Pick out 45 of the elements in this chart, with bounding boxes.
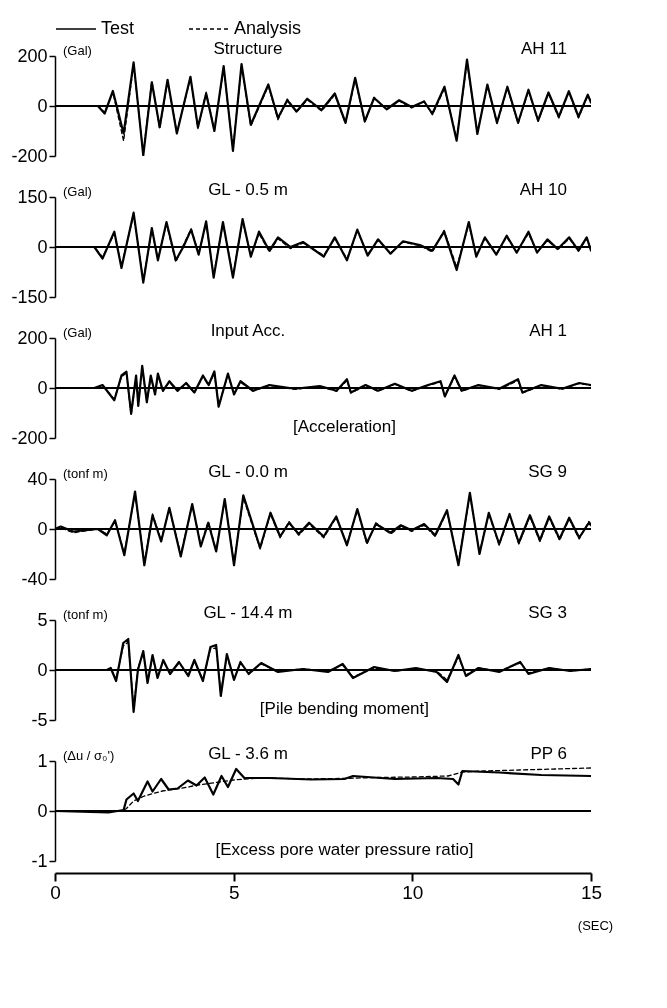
y-tick-label: 150 — [17, 186, 48, 207]
y-tick-label: 0 — [37, 659, 48, 680]
y-axis-title: (tonf m) — [63, 466, 108, 481]
y-axis-title: (tonf m) — [63, 607, 108, 622]
chart-subtitle: AH 10 — [519, 180, 567, 199]
chart-subtitle: SG 3 — [528, 603, 567, 622]
chart-subtitle: PP 6 — [530, 744, 567, 763]
chart-subtitle: SG 9 — [528, 462, 567, 481]
y-tick-label: 40 — [27, 468, 48, 489]
y-tick-label: -5 — [31, 709, 48, 730]
x-tick-label: 15 — [580, 881, 603, 903]
chart-title: GL - 14.4 m — [203, 603, 293, 622]
y-tick-label: -40 — [21, 568, 48, 589]
y-axis-title: (Gal) — [63, 43, 92, 58]
x-tick-label: 10 — [402, 881, 424, 903]
y-tick-label: 0 — [37, 518, 48, 539]
y-tick-label: 0 — [37, 377, 48, 398]
y-axis-title: (Gal) — [63, 325, 92, 340]
y-axis-title: (Gal) — [63, 184, 92, 199]
y-tick-label: 0 — [37, 800, 48, 821]
chart-title: GL - 3.6 m — [208, 744, 288, 763]
y-tick-label: 1 — [37, 750, 48, 771]
y-tick-label: 200 — [17, 327, 48, 348]
y-tick-label: -200 — [11, 427, 48, 448]
y-tick-label: -150 — [11, 286, 48, 307]
chart-subtitle: AH 1 — [529, 321, 567, 340]
x-tick-label: 5 — [228, 881, 240, 903]
y-tick-label: -1 — [31, 850, 48, 871]
chart-subtitle: AH 11 — [521, 39, 567, 58]
annotation: [Excess pore water pressure ratio] — [215, 840, 474, 859]
chart-title: Structure — [213, 39, 283, 58]
y-tick-label: 0 — [37, 95, 48, 116]
legend-label: Analysis — [234, 18, 302, 38]
chart-title: GL - 0.5 m — [208, 180, 288, 199]
chart-title: GL - 0.0 m — [208, 462, 288, 481]
y-tick-label: 0 — [37, 236, 48, 257]
y-tick-label: 5 — [37, 609, 48, 630]
y-tick-label: -200 — [11, 145, 48, 166]
legend-label: Test — [101, 18, 135, 38]
chart-title: Input Acc. — [210, 321, 286, 340]
y-tick-label: 200 — [17, 45, 48, 66]
x-axis-title: (SEC) — [577, 917, 614, 933]
annotation: [Pile bending moment] — [259, 699, 430, 718]
y-axis-title: (Δu / σ₀') — [63, 748, 115, 763]
annotation: [Acceleration] — [292, 417, 396, 436]
